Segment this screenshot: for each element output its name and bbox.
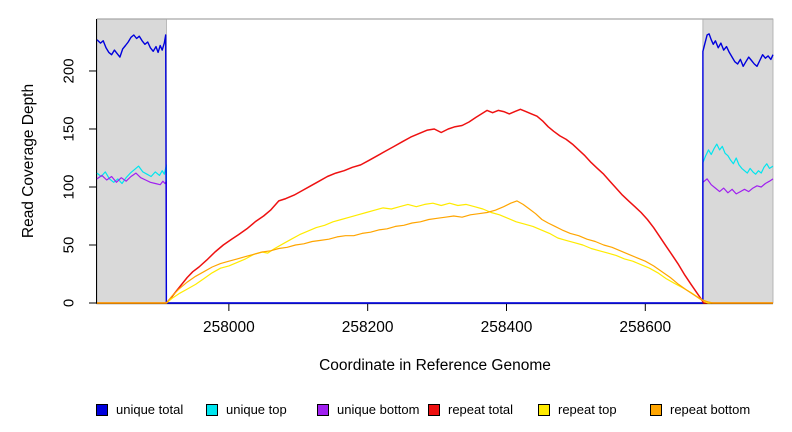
y-tick-label: 0 xyxy=(61,299,78,307)
series-unique-total-line xyxy=(96,33,774,304)
x-tick-label: 258000 xyxy=(203,319,255,336)
y-tick-label: 200 xyxy=(61,58,78,83)
y-axis-title: Read Coverage Depth xyxy=(20,83,37,239)
left-flank-unique-region xyxy=(96,18,167,304)
series-repeat-total-line xyxy=(97,108,773,304)
y-tick-label: 100 xyxy=(61,174,78,199)
x-tick-label: 258400 xyxy=(481,319,533,336)
series-repeat-top-line xyxy=(97,202,773,304)
series-unique-top-line xyxy=(96,143,774,304)
series-repeat-bottom-line xyxy=(97,200,773,304)
x-tick-label: 258200 xyxy=(342,319,394,336)
y-tick-label: 50 xyxy=(61,237,78,254)
x-axis-title: Coordinate in Reference Genome xyxy=(319,357,551,374)
y-tick-label: 150 xyxy=(61,116,78,141)
x-tick-label: 258600 xyxy=(619,319,671,336)
series-unique-bottom-line xyxy=(96,172,774,304)
